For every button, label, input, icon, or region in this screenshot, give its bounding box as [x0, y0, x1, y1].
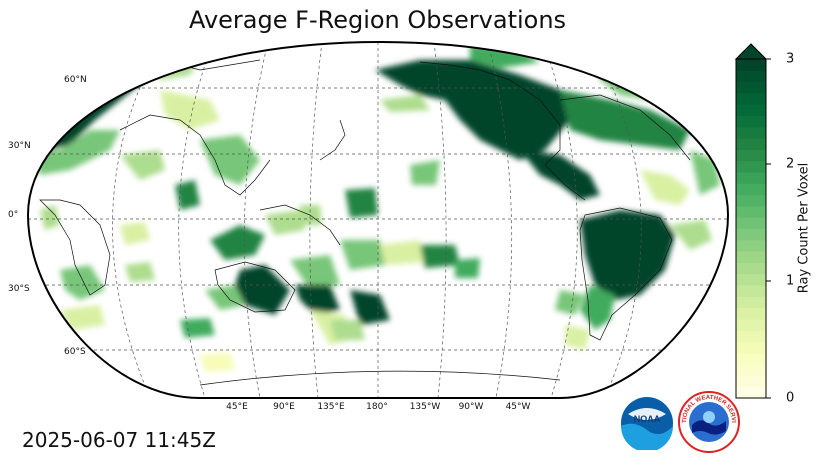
lat-label-60n: 60°N [64, 75, 87, 85]
colorbar-segment [736, 81, 766, 94]
noaa-logo-icon: NOAA [621, 397, 673, 450]
colorbar-segment [736, 285, 766, 297]
colorbar-label: Ray Count Per Voxel [796, 162, 812, 294]
lat-label-30s: 30°S [8, 284, 30, 294]
colorbar-segment [736, 115, 766, 128]
colorbar-segment [736, 70, 766, 83]
colorbar-segment [736, 149, 766, 162]
lon-label-180: 180° [366, 402, 388, 412]
lat-label-0: 0° [8, 210, 19, 220]
colorbar-segment [736, 228, 766, 241]
colorbar-ticks [766, 58, 771, 399]
colorbar-segment [736, 183, 766, 196]
colorbar-segment [736, 341, 766, 354]
colorbar-segment [736, 239, 766, 252]
lon-label-135e: 135°E [317, 402, 345, 412]
colorbar-segment [736, 386, 766, 399]
lon-label-45w: 45°W [505, 402, 531, 412]
lon-label-45e: 45°E [226, 402, 248, 412]
colorbar-segment [736, 104, 766, 116]
lat-label-30n: 30°N [8, 141, 31, 151]
colorbar-segment [736, 59, 766, 71]
colorbar-segment [736, 160, 766, 173]
nws-logo-icon: NATIONAL WEATHER SERVICE [678, 391, 740, 453]
colorbar-tick-0: 0 [786, 390, 795, 406]
lat-label-60s: 60°S [64, 347, 86, 357]
graticule [28, 42, 728, 398]
colorbar-segment [736, 205, 766, 218]
colorbar-extend-arrow [734, 43, 768, 60]
colorbar-segment [736, 307, 766, 320]
lon-label-90w: 90°W [458, 402, 484, 412]
lon-label-90e: 90°E [273, 402, 295, 412]
colorbar-segment [736, 375, 766, 388]
colorbar-segment [736, 251, 766, 263]
colorbar-segment [736, 126, 766, 139]
colorbar-segment [736, 352, 766, 365]
colorbar-segment [736, 194, 766, 207]
colorbar-segment [736, 273, 766, 286]
colorbar-segment [736, 296, 766, 309]
colorbar-tick-3: 3 [786, 51, 795, 67]
colorbar-segment [736, 318, 766, 331]
lon-label-135w: 135°W [409, 402, 441, 412]
colorbar-segment [736, 364, 766, 376]
map-title: Average F-Region Observations [188, 6, 567, 34]
valid-time: 2025-06-07 11:45Z [22, 428, 216, 452]
map-boundary [26, 40, 730, 399]
colorbar-frame [735, 58, 767, 399]
colorbar-tick-1: 1 [786, 273, 795, 289]
colorbar-segment [736, 92, 766, 105]
colorbar-segment [736, 262, 766, 275]
colorbar-gradient [736, 59, 766, 399]
colorbar-tick-2: 2 [786, 156, 795, 172]
svg-text:NOAA: NOAA [634, 414, 661, 424]
colorbar-segment [736, 138, 766, 150]
colorbar-segment [736, 172, 766, 184]
colorbar-segment [736, 217, 766, 229]
colorbar-segment [736, 330, 766, 342]
